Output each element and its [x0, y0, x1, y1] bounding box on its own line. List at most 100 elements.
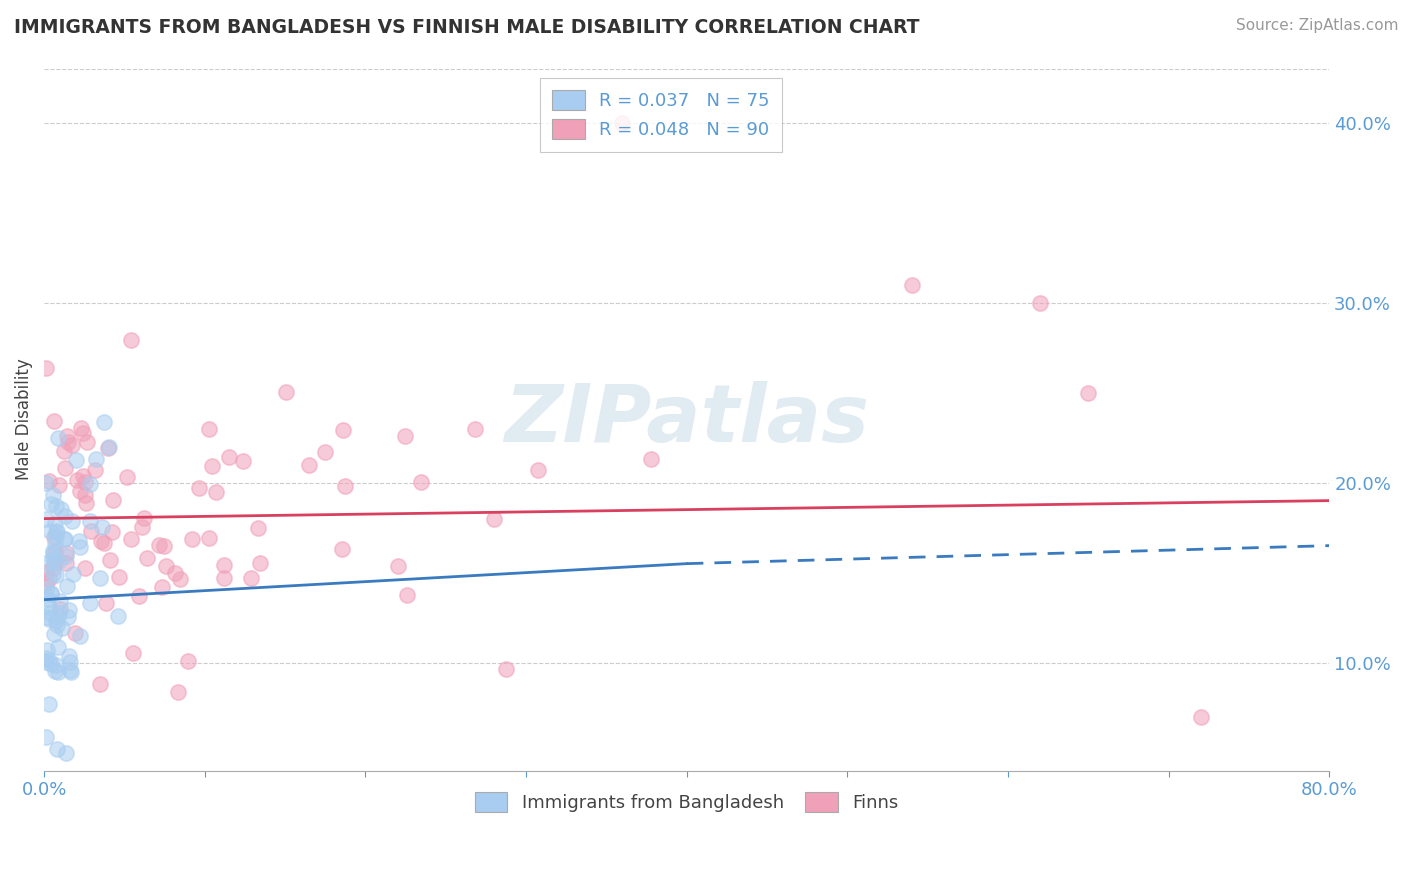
Point [69, 540, 91, 554]
Point [55, 429, 77, 443]
Point [464, 422, 486, 436]
Point [55, 509, 77, 524]
Point [35, 656, 58, 670]
Point [387, 559, 409, 574]
Point [44, 627, 66, 641]
Point [201, 459, 224, 474]
Point [333, 479, 356, 493]
Point [35, 730, 58, 744]
Point [38, 572, 60, 586]
Point [44, 555, 66, 569]
Point [49, 602, 72, 616]
Point [76, 434, 98, 449]
Point [35, 565, 58, 579]
Point [84, 463, 107, 477]
Point [153, 540, 176, 554]
Point [150, 580, 173, 594]
Point [38, 697, 60, 711]
Point [70, 420, 93, 434]
Point [169, 572, 191, 586]
Point [35, 642, 58, 657]
Point [55, 549, 77, 563]
Point [90, 533, 112, 548]
Point [42, 544, 65, 558]
Point [63, 626, 86, 640]
Point [332, 423, 354, 437]
Point [484, 512, 506, 526]
Point [45, 499, 67, 513]
Point [247, 521, 270, 535]
Point [60, 437, 83, 451]
Point [44, 556, 66, 570]
Point [58, 603, 80, 617]
Point [45, 657, 67, 672]
Point [56, 610, 79, 624]
Point [93, 415, 115, 429]
Point [75, 496, 97, 510]
Point [38, 612, 60, 626]
Point [120, 333, 142, 347]
Point [80, 524, 103, 539]
Point [79, 514, 101, 528]
Point [46, 665, 69, 679]
Text: Source: ZipAtlas.com: Source: ZipAtlas.com [1236, 18, 1399, 33]
Point [67, 534, 90, 549]
Point [42, 566, 65, 581]
Point [53, 444, 76, 458]
Point [35, 360, 58, 375]
Point [39, 606, 62, 620]
Point [35, 582, 58, 597]
Point [60, 514, 83, 528]
Point [35, 476, 58, 491]
Point [62, 566, 84, 581]
Point [53, 461, 76, 475]
Point [131, 520, 153, 534]
Point [395, 589, 418, 603]
Point [115, 470, 138, 484]
Point [148, 538, 170, 552]
Point [97, 441, 120, 455]
Point [177, 654, 200, 668]
Point [39, 524, 62, 538]
Point [48, 554, 70, 568]
Point [51, 621, 73, 635]
Point [66, 473, 89, 487]
Point [73, 488, 96, 502]
Point [212, 558, 235, 572]
Point [187, 481, 209, 495]
Point [37, 592, 59, 607]
Point [298, 458, 321, 473]
Point [35, 650, 58, 665]
Point [48, 478, 70, 492]
Point [42, 546, 65, 560]
Point [212, 571, 235, 585]
Point [42, 488, 65, 502]
Point [84, 452, 107, 467]
Point [640, 451, 662, 466]
Point [72, 426, 94, 441]
Point [1029, 295, 1052, 310]
Point [93, 535, 115, 549]
Point [90, 520, 112, 534]
Point [249, 557, 271, 571]
Point [98, 553, 121, 567]
Point [45, 615, 67, 629]
Point [1189, 709, 1212, 723]
Point [101, 493, 124, 508]
Point [132, 510, 155, 524]
Point [49, 593, 72, 607]
Point [330, 542, 353, 557]
Legend: Immigrants from Bangladesh, Finns: Immigrants from Bangladesh, Finns [463, 780, 911, 825]
Point [94, 596, 117, 610]
Point [197, 531, 219, 545]
Point [39, 586, 62, 600]
Point [59, 663, 82, 677]
Text: IMMIGRANTS FROM BANGLADESH VS FINNISH MALE DISABILITY CORRELATION CHART: IMMIGRANTS FROM BANGLADESH VS FINNISH MA… [14, 18, 920, 37]
Point [58, 648, 80, 663]
Point [41, 551, 63, 566]
Point [56, 579, 79, 593]
Point [205, 485, 228, 500]
Point [48, 610, 70, 624]
Text: ZIPatlas: ZIPatlas [505, 381, 869, 458]
Point [46, 524, 69, 539]
